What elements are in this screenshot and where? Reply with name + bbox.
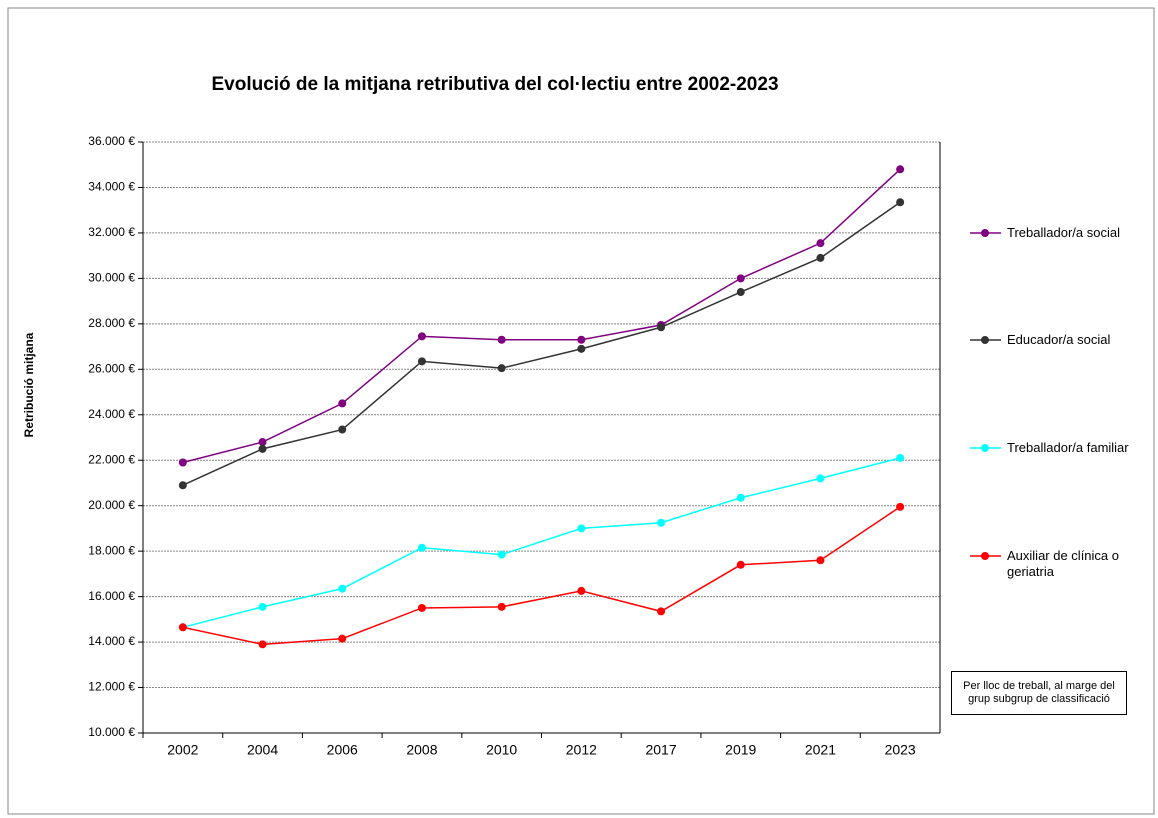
point (816, 556, 825, 565)
x-tick-label: 2008 (406, 742, 437, 758)
legend-marker (981, 552, 989, 560)
y-tick-label: 34.000 € (88, 180, 135, 194)
y-tick-label: 24.000 € (88, 407, 135, 421)
y-tick-label: 22.000 € (88, 452, 135, 466)
legend-label: Educador/a social (1007, 332, 1111, 347)
point (497, 550, 506, 559)
frame (7, 7, 1155, 815)
point (896, 198, 905, 207)
y-tick-label: 16.000 € (88, 589, 135, 603)
point (577, 524, 586, 533)
x-tick-label: 2019 (725, 742, 756, 758)
x-tick-label: 2012 (566, 742, 597, 758)
point (258, 444, 267, 453)
x-tick-label: 2010 (486, 742, 517, 758)
series-line (182, 506, 901, 646)
legend-marker (981, 229, 989, 237)
point (338, 584, 347, 593)
x-tick-label: 2004 (247, 742, 278, 758)
y-axis-label: Retribució mitjana (22, 332, 36, 437)
point (736, 274, 745, 283)
point (816, 239, 825, 248)
point (178, 458, 187, 467)
point (577, 586, 586, 595)
point (657, 323, 666, 332)
point (497, 602, 506, 611)
point (657, 518, 666, 527)
point (736, 560, 745, 569)
point (417, 603, 426, 612)
point (896, 502, 905, 511)
series-line (182, 457, 901, 629)
chart-title: Evolució de la mitjana retributiva del c… (211, 74, 778, 95)
point (338, 634, 347, 643)
point (178, 623, 187, 632)
point (178, 481, 187, 490)
point (338, 425, 347, 434)
point (417, 543, 426, 552)
legend-marker (981, 444, 989, 452)
legend-marker (981, 336, 989, 344)
y-tick-label: 26.000 € (88, 361, 135, 375)
point (258, 602, 267, 611)
point (896, 165, 905, 174)
y-tick-label: 36.000 € (88, 134, 135, 148)
y-tick-label: 14.000 € (88, 634, 135, 648)
series-line (182, 201, 901, 486)
point (816, 253, 825, 262)
point (736, 288, 745, 297)
x-tick-label: 2017 (645, 742, 676, 758)
x-tick-label: 2002 (167, 742, 198, 758)
point (417, 332, 426, 341)
y-tick-label: 20.000 € (88, 498, 135, 512)
y-tick-label: 18.000 € (88, 543, 135, 557)
series-line (182, 168, 901, 464)
point (657, 607, 666, 616)
y-tick-label: 12.000 € (88, 680, 135, 694)
legend-label: Auxiliar de clínica o geriatria (1007, 548, 1119, 579)
annotation: Per lloc de treball, al marge del grup s… (951, 671, 1127, 715)
y-tick-label: 10.000 € (88, 725, 135, 739)
point (417, 357, 426, 366)
point (896, 453, 905, 462)
point (497, 364, 506, 373)
point (338, 399, 347, 408)
legend-label: Treballador/a familiar (1007, 440, 1129, 455)
x-tick-label: 2006 (327, 742, 358, 758)
point (736, 493, 745, 502)
point (577, 344, 586, 353)
point (577, 335, 586, 344)
legend-label: Treballador/a social (1007, 225, 1120, 240)
y-tick-label: 28.000 € (88, 316, 135, 330)
y-tick-label: 30.000 € (88, 271, 135, 285)
x-tick-label: 2023 (885, 742, 916, 758)
point (816, 474, 825, 483)
point (258, 640, 267, 649)
x-tick-label: 2021 (805, 742, 836, 758)
y-tick-label: 32.000 € (88, 225, 135, 239)
point (258, 438, 267, 447)
point (497, 335, 506, 344)
